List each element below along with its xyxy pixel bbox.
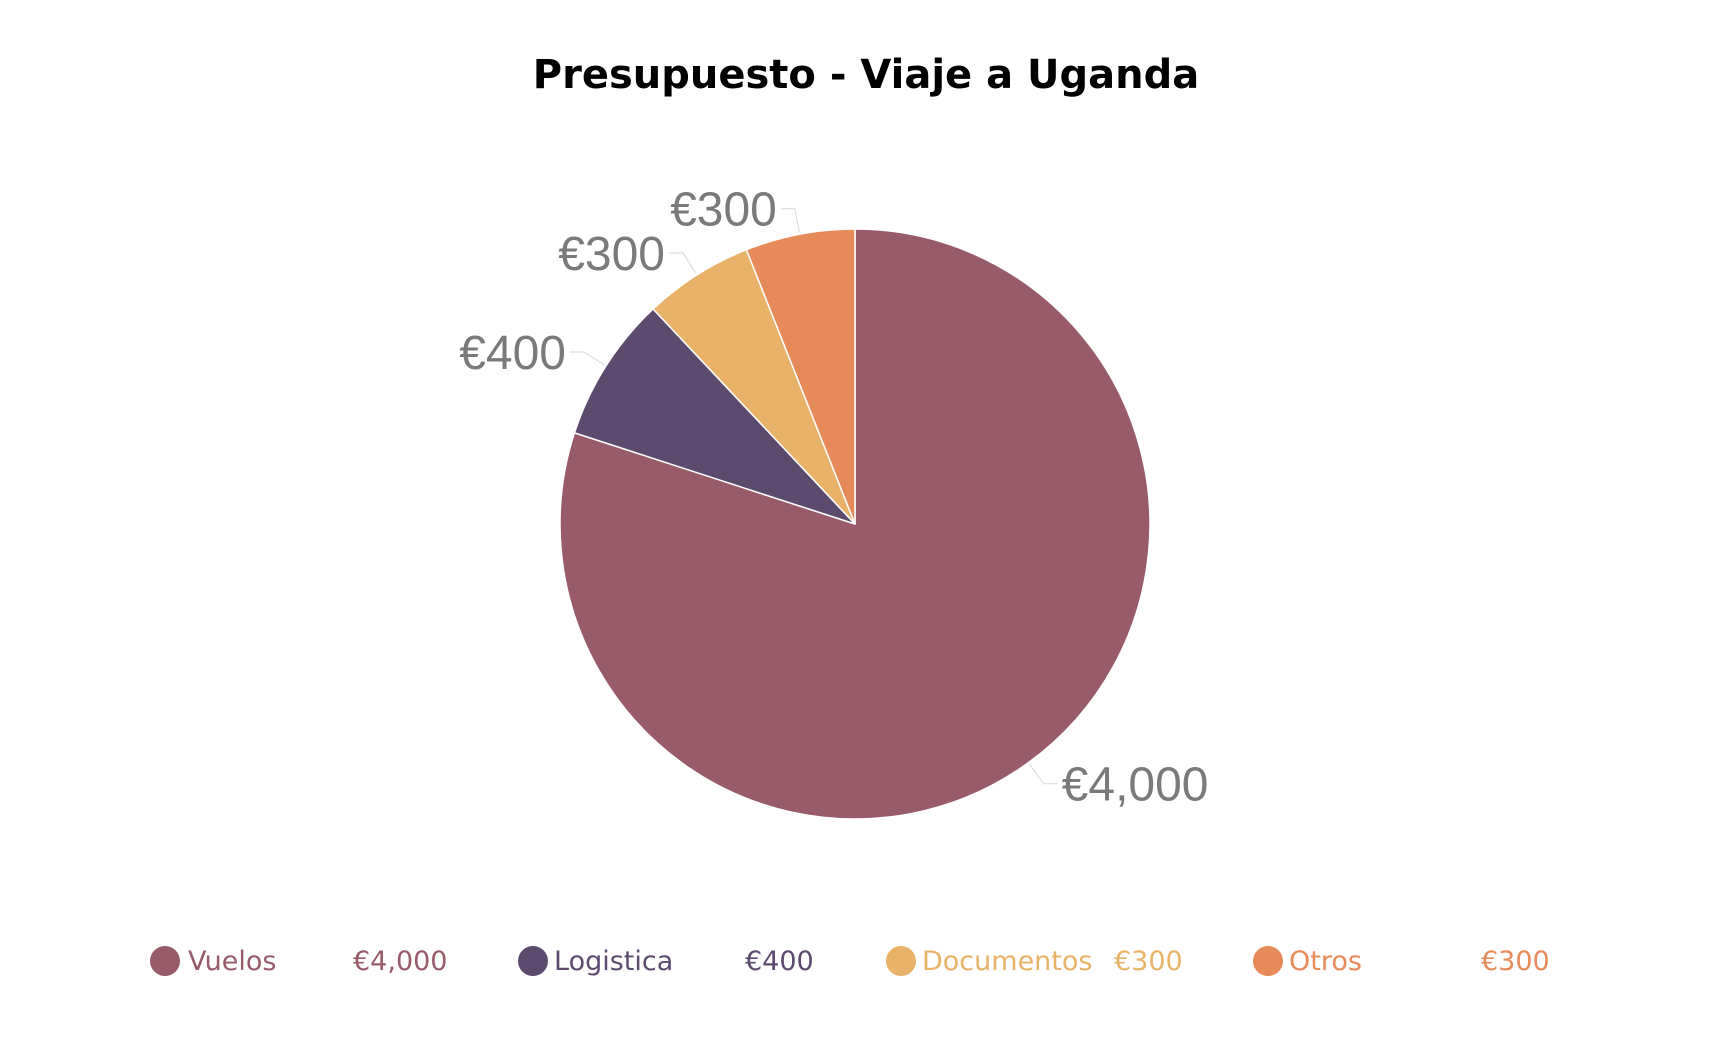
legend-dot-otros bbox=[1253, 946, 1283, 976]
data-label-logistica: €400 bbox=[459, 327, 566, 380]
legend-dot-logistica bbox=[518, 946, 548, 976]
legend-label-vuelos: Vuelos bbox=[188, 946, 277, 977]
legend-dot-documentos bbox=[886, 946, 916, 976]
pie-data-labels: €4,000 €400 €300€300 bbox=[459, 184, 1208, 812]
chart-title: Presupuesto - Viaje a Uganda bbox=[532, 52, 1200, 98]
legend-label-otros: Otros bbox=[1289, 946, 1362, 977]
pie-slice-logistica[interactable] bbox=[573, 307, 856, 525]
label-leader-lines bbox=[569, 208, 1058, 785]
legend-dot-vuelos bbox=[150, 946, 180, 976]
data-label-documentos: €300 bbox=[558, 228, 665, 281]
pie-slices bbox=[559, 228, 1151, 820]
legend-value-vuelos: €4,000 bbox=[353, 946, 448, 977]
legend-value-documentos: €300 bbox=[1114, 946, 1183, 977]
legend-label-documentos: Documentos bbox=[922, 946, 1093, 977]
leader-line-documentos bbox=[668, 252, 697, 274]
legend-label-logistica: Logistica bbox=[554, 946, 674, 977]
leader-line-otros bbox=[780, 208, 800, 233]
leader-line-vuelos bbox=[1029, 763, 1058, 785]
pie-slice-otros[interactable] bbox=[745, 228, 856, 525]
leader-line-logistica bbox=[569, 351, 605, 366]
legend-value-otros: €300 bbox=[1481, 946, 1550, 977]
legend-value-logistica: €400 bbox=[745, 946, 814, 977]
data-label-otros: €300 bbox=[670, 184, 777, 237]
data-label-vuelos: €4,000 bbox=[1062, 759, 1209, 812]
